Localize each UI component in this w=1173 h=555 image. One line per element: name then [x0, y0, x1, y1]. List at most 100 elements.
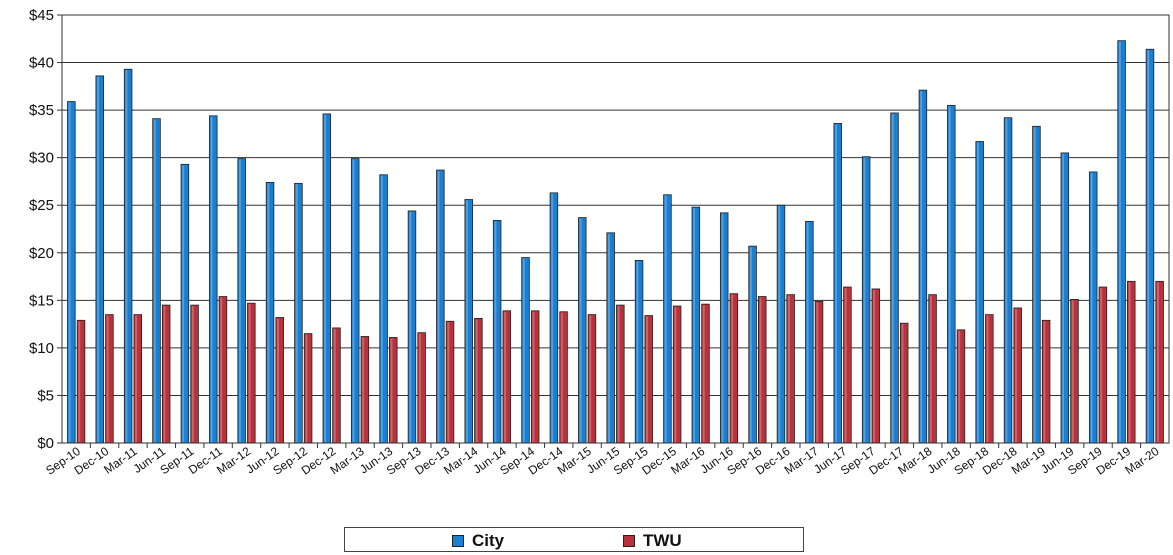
bar-city — [294, 182, 303, 444]
bar-twu — [445, 320, 455, 444]
bar-city — [180, 163, 190, 444]
bar-twu — [587, 314, 597, 444]
bar-twu — [786, 294, 795, 444]
y-tick-label: $40 — [29, 55, 54, 72]
bar-twu — [332, 327, 341, 444]
bar-twu — [530, 310, 540, 444]
bar-twu — [672, 305, 682, 444]
bar-city — [1117, 40, 1126, 444]
bar-city — [152, 118, 161, 444]
bar-twu — [389, 337, 398, 444]
bar-twu — [616, 304, 625, 444]
bar-city — [748, 245, 757, 444]
y-tick-label: $0 — [37, 435, 54, 452]
bar-twu — [644, 315, 653, 444]
bar-city — [521, 257, 530, 444]
bar-city — [237, 158, 246, 444]
bar-twu — [105, 314, 114, 444]
bar-city — [67, 101, 76, 444]
legend-item-city: City — [452, 531, 504, 551]
y-tick-label: $45 — [29, 7, 54, 24]
bar-city — [578, 217, 587, 444]
bar-twu — [1155, 280, 1164, 444]
bar-twu — [1098, 286, 1108, 444]
bar-twu — [360, 336, 370, 444]
legend-item-twu: TWU — [623, 531, 682, 551]
y-tick-label: $20 — [29, 245, 54, 262]
y-tick-label: $5 — [37, 387, 54, 404]
bar-twu — [1041, 319, 1051, 444]
legend: City TWU — [344, 527, 804, 552]
bar-city — [947, 104, 956, 444]
bar-twu — [275, 317, 284, 444]
bar-city — [123, 68, 133, 444]
bar-city — [890, 112, 899, 444]
x-tick-label: Mar-11 — [101, 444, 140, 477]
bar-twu — [899, 322, 909, 444]
bar-city — [1003, 117, 1013, 444]
legend-label-twu: TWU — [643, 531, 682, 550]
bar-city — [776, 204, 786, 444]
bar-city — [350, 158, 360, 444]
bar-twu — [758, 296, 767, 444]
bar-city — [691, 206, 701, 444]
bar-twu — [247, 302, 256, 444]
legend-swatch-twu — [623, 535, 635, 547]
bar-twu — [956, 329, 966, 444]
bar-city — [975, 141, 984, 444]
bar-twu — [218, 296, 228, 444]
bar-city — [407, 210, 417, 444]
y-tick-label: $25 — [29, 197, 54, 214]
bar-city — [379, 174, 388, 444]
y-axis-ticks: $0 $5 $10 $15 $20 $25 $30 $35 $40 $45 — [29, 7, 62, 452]
bar-city — [322, 113, 332, 444]
bar-twu — [417, 332, 426, 444]
bar-twu — [1070, 298, 1079, 444]
bar-city — [436, 169, 445, 444]
y-tick-label: $35 — [29, 102, 54, 119]
bar-twu — [502, 310, 512, 444]
bar-twu — [871, 288, 881, 444]
bar-city — [833, 123, 842, 444]
bar-twu — [303, 333, 313, 444]
bar-twu — [76, 319, 86, 444]
bar-twu — [190, 304, 199, 444]
y-tick-label: $10 — [29, 340, 54, 357]
bar-city — [95, 75, 104, 444]
bar-twu — [928, 294, 937, 444]
plot-frame — [61, 14, 1170, 444]
bar-twu — [843, 286, 852, 444]
bar-city — [918, 89, 928, 444]
bar-twu — [559, 311, 568, 444]
bar-city — [1060, 152, 1070, 444]
x-axis-ticks: Sep-10Dec-10Mar-11Jun-11Sep-11Dec-11Mar-… — [43, 443, 1162, 478]
bar-twu — [701, 303, 710, 444]
bar-city — [1032, 125, 1041, 444]
bar-city — [1145, 48, 1155, 444]
gridlines — [62, 14, 1169, 444]
bar-city — [492, 220, 502, 444]
bar-twu — [814, 300, 824, 444]
bar-chart: $0 $5 $10 $15 $20 $25 $30 $35 $40 $45 Sep-10Dec-1… — [29, 7, 1170, 478]
bar-city — [265, 181, 275, 444]
legend-label-city: City — [472, 531, 505, 550]
y-tick-label: $30 — [29, 150, 54, 167]
bar-twu — [985, 314, 994, 444]
bar-city — [209, 115, 218, 444]
legend-swatch-city — [452, 535, 464, 547]
bar-twu — [161, 304, 171, 444]
bar-twu — [133, 314, 143, 444]
bar-city — [1088, 171, 1098, 444]
bar-city — [805, 220, 814, 444]
bar-city — [634, 259, 644, 444]
bar-city — [549, 192, 559, 444]
bar-city — [719, 212, 729, 444]
bar-city — [663, 194, 672, 444]
bar-city — [464, 199, 473, 444]
bar-twu — [1127, 280, 1136, 444]
bar-city — [861, 156, 871, 444]
bar-twu — [474, 318, 483, 444]
bar-city — [606, 232, 615, 444]
y-tick-label: $15 — [29, 292, 54, 309]
bars — [67, 40, 1164, 444]
